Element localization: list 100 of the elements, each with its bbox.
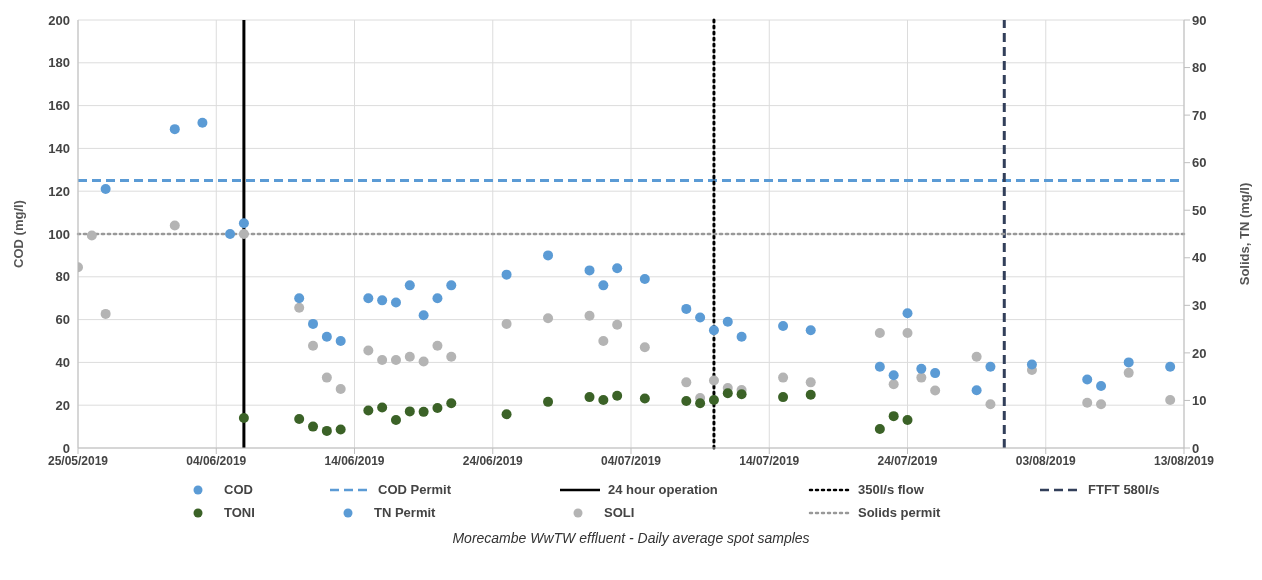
point <box>543 313 554 324</box>
point <box>1082 374 1093 385</box>
point <box>100 184 111 195</box>
point <box>598 280 609 291</box>
y2-tick-label: 60 <box>1192 155 1207 171</box>
point <box>1123 367 1134 378</box>
y2-tick-label: 0 <box>1192 440 1200 456</box>
x-tick-label: 24/06/2019 <box>462 453 524 468</box>
y-tick-label: 200 <box>48 12 70 28</box>
point <box>432 293 443 304</box>
x-tick-label: 14/06/2019 <box>324 453 385 468</box>
point <box>446 280 457 291</box>
point <box>971 385 982 396</box>
point <box>294 413 305 424</box>
y2-axis-title: Solids, TN (mg/l) <box>1236 182 1252 286</box>
legend-label: FTFT 580l/s <box>1088 482 1160 497</box>
point <box>335 424 346 435</box>
point <box>308 421 319 432</box>
point <box>418 406 429 417</box>
point <box>1082 397 1093 408</box>
point <box>584 265 595 276</box>
point <box>308 318 319 329</box>
point <box>404 280 415 291</box>
legend-label: COD Permit <box>378 482 451 497</box>
point <box>681 377 692 388</box>
y-tick-label: 60 <box>55 312 70 328</box>
point <box>778 392 789 403</box>
point <box>916 372 927 383</box>
point <box>722 316 733 327</box>
y2-tick-label: 70 <box>1192 107 1207 123</box>
point <box>985 361 996 372</box>
point <box>902 414 913 425</box>
point <box>335 384 346 395</box>
point <box>916 363 927 374</box>
point <box>377 295 388 306</box>
point <box>294 293 305 304</box>
point <box>169 124 180 135</box>
point <box>736 331 747 342</box>
point <box>238 229 249 239</box>
point <box>1165 394 1176 405</box>
point <box>100 308 111 319</box>
point <box>584 392 595 403</box>
x-tick-label: 25/05/2019 <box>47 453 109 468</box>
x-tick-label: 04/06/2019 <box>186 453 247 468</box>
y-tick-label: 180 <box>48 55 70 71</box>
legend-label: COD <box>224 482 253 497</box>
point <box>501 409 512 420</box>
y-axis-title: COD (mg/l) <box>10 200 26 268</box>
point <box>446 351 457 362</box>
y-tick-label: 40 <box>55 355 70 371</box>
y-tick-label: 160 <box>48 98 70 114</box>
point <box>805 325 816 336</box>
point <box>639 393 650 404</box>
point <box>708 375 719 386</box>
point <box>169 220 180 231</box>
point <box>390 414 401 425</box>
y-tick-label: 100 <box>48 226 70 242</box>
point <box>335 336 346 346</box>
point <box>695 312 706 323</box>
point <box>584 310 595 321</box>
point <box>86 230 97 241</box>
point <box>390 355 401 366</box>
legend-label: TONI <box>224 505 255 520</box>
point <box>404 351 415 362</box>
point <box>930 368 941 379</box>
y2-tick-label: 30 <box>1192 297 1207 313</box>
point <box>874 361 885 372</box>
point <box>902 327 913 338</box>
point <box>1123 357 1134 368</box>
point <box>197 117 208 128</box>
point <box>805 389 816 400</box>
point <box>418 356 429 367</box>
point <box>695 398 706 409</box>
point <box>1026 359 1037 370</box>
point <box>377 402 388 413</box>
point <box>639 342 650 353</box>
y2-tick-label: 10 <box>1192 393 1207 409</box>
legend-label: 24 hour operation <box>608 482 718 497</box>
y-tick-label: 140 <box>48 141 70 157</box>
point <box>639 273 650 284</box>
point <box>363 293 374 304</box>
point <box>446 398 457 409</box>
point <box>1096 399 1107 410</box>
point <box>543 396 554 407</box>
y2-tick-label: 90 <box>1192 12 1207 28</box>
point <box>377 355 388 366</box>
point <box>321 372 332 383</box>
y-tick-label: 120 <box>48 183 70 199</box>
x-tick-label: 03/08/2019 <box>1015 453 1077 468</box>
point <box>612 319 623 330</box>
point <box>612 263 623 274</box>
legend-label: SOLI <box>604 505 635 520</box>
point <box>930 385 941 396</box>
point <box>432 403 443 414</box>
y2-tick-label: 80 <box>1192 60 1207 76</box>
point <box>1096 380 1107 391</box>
y-tick-label: 80 <box>55 269 70 285</box>
y-tick-label: 20 <box>55 397 70 413</box>
point <box>418 310 429 321</box>
point <box>888 370 899 381</box>
